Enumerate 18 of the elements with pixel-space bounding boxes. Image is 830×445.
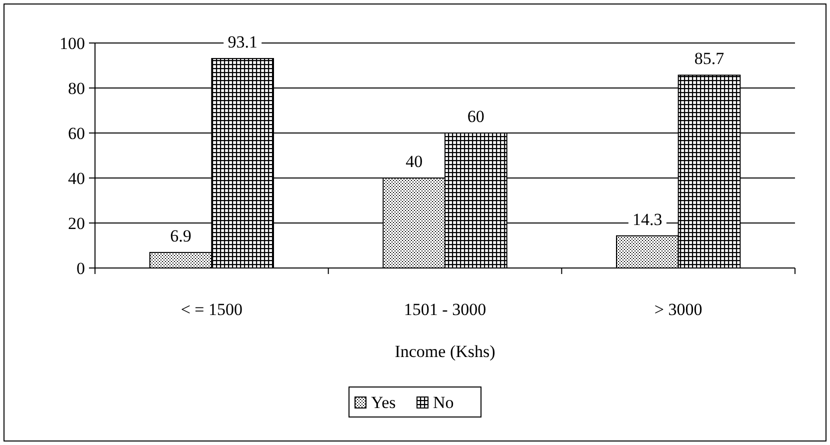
x-tick-label: > 3000 [654,300,702,319]
data-label: 6.9 [170,226,192,246]
y-tick-label: 80 [68,78,85,98]
x-axis-title: Income (Kshs) [394,342,496,361]
data-label: 14.3 [632,210,662,229]
y-tick-label: 40 [68,168,85,188]
y-tick-label: 100 [60,34,85,53]
data-label: 93.1 [228,32,258,52]
data-label: 40 [406,152,423,171]
data-label: 60 [467,107,484,126]
legend-label: Yes [371,393,396,412]
y-tick-label: 0 [76,258,85,278]
y-tick-label: 60 [68,124,85,143]
data-label: 85.7 [694,49,725,68]
y-tick-label: 20 [68,214,85,233]
legend-label: No [433,393,454,412]
x-tick-label: < = 1500 [180,300,243,319]
x-tick-label: 1501 - 3000 [404,300,486,319]
